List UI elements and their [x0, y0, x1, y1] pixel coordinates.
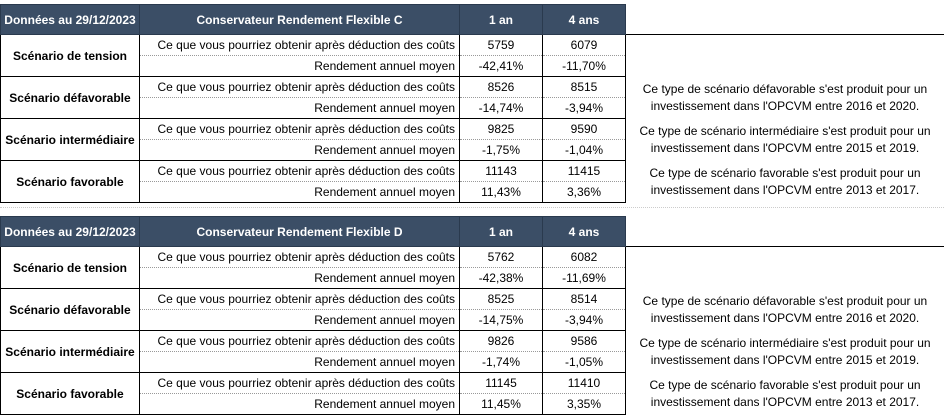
cost-value-4ans: 11415	[543, 161, 626, 182]
cost-value-1an: 8525	[460, 289, 543, 310]
yield-value-1an: -14,75%	[460, 310, 543, 331]
row-divider	[0, 207, 944, 209]
fund-name-header: Conservateur Rendement Flexible D	[140, 217, 460, 247]
cost-value-1an: 8526	[460, 77, 543, 98]
col-header-4ans: 4 ans	[543, 5, 626, 35]
cost-value-4ans: 6079	[543, 35, 626, 56]
cost-value-1an: 5759	[460, 35, 543, 56]
cost-value-1an: 11145	[460, 373, 543, 394]
col-header-1an: 1 an	[460, 217, 543, 247]
cost-value-4ans: 8515	[543, 77, 626, 98]
scenario-name: Scénario défavorable	[1, 77, 140, 119]
header-blank	[626, 5, 944, 35]
cost-value-4ans: 9590	[543, 119, 626, 140]
cost-label: Ce que vous pourriez obtenir après déduc…	[140, 161, 460, 182]
fund-name-header: Conservateur Rendement Flexible C	[140, 5, 460, 35]
cost-value-1an: 5762	[460, 247, 543, 268]
cost-label: Ce que vous pourriez obtenir après déduc…	[140, 35, 460, 56]
cost-value-1an: 11143	[460, 161, 543, 182]
scenario-comment: Ce type de scénario défavorable s'est pr…	[626, 289, 944, 331]
cost-label: Ce que vous pourriez obtenir après déduc…	[140, 247, 460, 268]
cost-label: Ce que vous pourriez obtenir après déduc…	[140, 289, 460, 310]
yield-value-1an: -1,74%	[460, 352, 543, 373]
scenario-name: Scénario intermédiaire	[1, 331, 140, 373]
scenario-name: Scénario favorable	[1, 161, 140, 203]
scenario-comment: Ce type de scénario défavorable s'est pr…	[626, 77, 944, 119]
yield-label: Rendement annuel moyen	[140, 98, 460, 119]
scenario-comment	[626, 247, 944, 289]
cost-label: Ce que vous pourriez obtenir après déduc…	[140, 331, 460, 352]
date-header: Données au 29/12/2023	[1, 217, 140, 247]
col-header-4ans: 4 ans	[543, 217, 626, 247]
scenario-comment	[626, 35, 944, 77]
yield-value-4ans: 3,35%	[543, 394, 626, 415]
yield-label: Rendement annuel moyen	[140, 352, 460, 373]
cost-value-4ans: 11410	[543, 373, 626, 394]
yield-value-4ans: -1,04%	[543, 140, 626, 161]
yield-value-1an: -42,41%	[460, 56, 543, 77]
cost-value-4ans: 8514	[543, 289, 626, 310]
yield-label: Rendement annuel moyen	[140, 310, 460, 331]
scenario-name: Scénario favorable	[1, 373, 140, 415]
yield-value-4ans: -3,94%	[543, 310, 626, 331]
yield-value-4ans: -11,70%	[543, 56, 626, 77]
cost-label: Ce que vous pourriez obtenir après déduc…	[140, 119, 460, 140]
yield-label: Rendement annuel moyen	[140, 268, 460, 289]
yield-label: Rendement annuel moyen	[140, 140, 460, 161]
scenario-name: Scénario défavorable	[1, 289, 140, 331]
scenario-comment: Ce type de scénario intermédiaire s'est …	[626, 331, 944, 373]
cost-value-1an: 9826	[460, 331, 543, 352]
yield-value-1an: -14,74%	[460, 98, 543, 119]
yield-value-1an: 11,43%	[460, 182, 543, 203]
cost-label: Ce que vous pourriez obtenir après déduc…	[140, 373, 460, 394]
scenario-name: Scénario de tension	[1, 35, 140, 77]
scenario-comment: Ce type de scénario favorable s'est prod…	[626, 161, 944, 203]
scenario-comment: Ce type de scénario intermédiaire s'est …	[626, 119, 944, 161]
scenario-name: Scénario intermédiaire	[1, 119, 140, 161]
cost-value-4ans: 6082	[543, 247, 626, 268]
cost-label: Ce que vous pourriez obtenir après déduc…	[140, 77, 460, 98]
col-header-1an: 1 an	[460, 5, 543, 35]
yield-value-4ans: -1,05%	[543, 352, 626, 373]
yield-label: Rendement annuel moyen	[140, 182, 460, 203]
yield-value-1an: -1,75%	[460, 140, 543, 161]
yield-value-4ans: 3,36%	[543, 182, 626, 203]
scenario-name: Scénario de tension	[1, 247, 140, 289]
date-header: Données au 29/12/2023	[1, 5, 140, 35]
scenario-comment: Ce type de scénario favorable s'est prod…	[626, 373, 944, 415]
yield-label: Rendement annuel moyen	[140, 56, 460, 77]
yield-value-4ans: -3,94%	[543, 98, 626, 119]
header-blank	[626, 217, 944, 247]
cost-value-4ans: 9586	[543, 331, 626, 352]
yield-value-4ans: -11,69%	[543, 268, 626, 289]
yield-value-1an: -42,38%	[460, 268, 543, 289]
yield-label: Rendement annuel moyen	[140, 394, 460, 415]
cost-value-1an: 9825	[460, 119, 543, 140]
yield-value-1an: 11,45%	[460, 394, 543, 415]
